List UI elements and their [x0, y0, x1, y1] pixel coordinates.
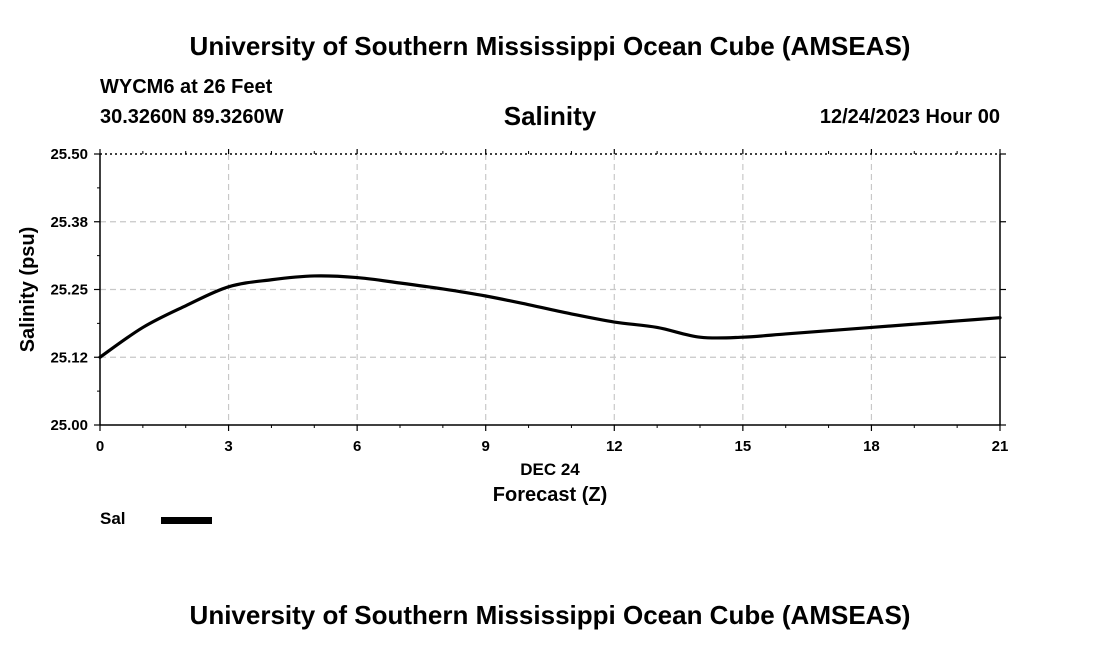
x-tick-label: 21 — [992, 438, 1009, 455]
forecast-datetime: 12/24/2023 Hour 00 — [819, 106, 1000, 128]
x-axis-date-label: DEC 24 — [520, 460, 580, 479]
y-tick-label: 25.38 — [50, 214, 88, 231]
x-axis-label: Forecast (Z) — [493, 484, 607, 506]
y-axis-label: Salinity (psu) — [17, 227, 39, 353]
y-tick-label: 25.12 — [50, 349, 88, 366]
chart-title: Salinity — [503, 101, 597, 131]
x-tick-label: 0 — [96, 438, 104, 455]
y-tick-label: 25.50 — [50, 146, 88, 163]
x-tick-label: 15 — [735, 438, 752, 455]
x-tick-label: 18 — [863, 438, 880, 455]
x-tick-label: 12 — [606, 438, 623, 455]
station-label: WYCM6 at 26 Feet — [100, 76, 273, 98]
y-tick-label: 25.25 — [50, 282, 88, 299]
chart-title-bottom: University of Southern Mississippi Ocean… — [189, 600, 911, 630]
y-tick-label: 25.00 — [50, 417, 88, 434]
legend-line-swatch — [161, 517, 212, 524]
chart-title-top: University of Southern Mississippi Ocean… — [189, 31, 911, 61]
x-tick-label: 6 — [353, 438, 361, 455]
series-line-sal — [98, 274, 1002, 359]
station-coords: 30.3260N 89.3260W — [100, 106, 284, 128]
x-tick-label: 9 — [482, 438, 490, 455]
legend-label: Sal — [100, 509, 126, 528]
x-tick-label: 3 — [224, 438, 232, 455]
